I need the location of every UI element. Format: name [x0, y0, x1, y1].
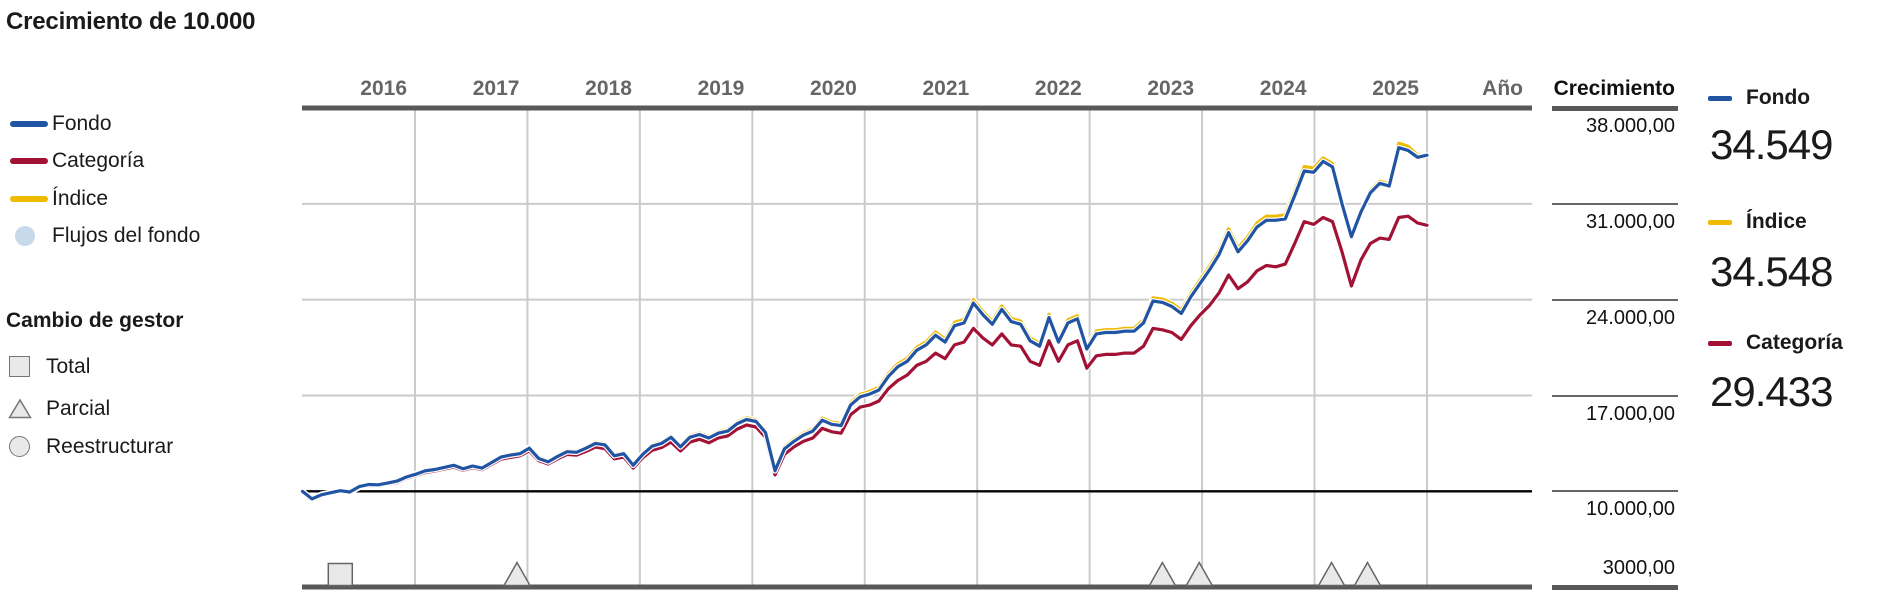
legend-item-flujos-del-fondo[interactable]: Flujos del fondo — [8, 218, 200, 255]
manager-swatch-column — [8, 356, 46, 377]
year-label-2021: 2021 — [922, 77, 970, 100]
legend-swatch-column — [8, 120, 52, 127]
y-axis-tick-label: 10.000,00 — [1586, 498, 1675, 521]
y-axis-title: Crecimiento — [1553, 77, 1675, 100]
categoría-line-swatch-icon — [10, 158, 48, 164]
índice-line-swatch-icon — [10, 195, 48, 202]
manager-change-parcial-marker — [1184, 560, 1214, 587]
summary-item-label: Fondo — [1746, 86, 1811, 109]
year-label-2016: 2016 — [360, 77, 407, 100]
fund-flows-circle-icon — [15, 226, 35, 246]
y-axis-tick-label: 31.000,00 — [1586, 210, 1675, 233]
legend-item-label: Fondo — [52, 111, 112, 135]
fondo-summary-swatch-icon — [1708, 95, 1732, 101]
y-axis-tick-line — [1552, 202, 1678, 205]
manager-change-item-label: Total — [46, 354, 91, 378]
manager-change-parcial-marker — [1317, 560, 1346, 587]
manager-swatch-column — [8, 398, 46, 419]
summary-item--ndice: Índice — [1708, 210, 1807, 233]
índice-summary-swatch-icon — [1708, 219, 1732, 225]
manager-change-heading: Cambio de gestor — [6, 309, 184, 332]
manager-change-parcial-marker — [502, 560, 532, 587]
y-axis-tick-line — [1552, 298, 1678, 301]
legend-item-label: Índice — [52, 186, 109, 210]
y-axis-tick-label: 3000,00 — [1602, 557, 1675, 580]
y-axis-tick-label: 17.000,00 — [1586, 402, 1675, 425]
total-square-icon — [9, 356, 30, 377]
year-label-2020: 2020 — [810, 77, 857, 100]
reestructurar-circle-icon — [9, 436, 30, 457]
legend-item-label: Categoría — [52, 149, 145, 172]
y-axis-tick-label: 24.000,00 — [1586, 306, 1675, 329]
y-axis-tick-label: 38.000,00 — [1586, 115, 1675, 137]
legend-item-label: Flujos del fondo — [52, 224, 201, 247]
manager-swatch-column — [8, 436, 46, 457]
manager-change-item-total: Total — [8, 348, 90, 385]
manager-change-item-parcial: Parcial — [8, 390, 110, 427]
page-title: Crecimiento de 10.000 — [6, 8, 256, 35]
manager-change-item-label: Reestructurar — [46, 434, 174, 458]
summary-item-value: 34.548 — [1710, 248, 1833, 295]
year-label-2022: 2022 — [1034, 77, 1082, 100]
manager-change-parcial-marker — [1353, 560, 1382, 587]
legend-swatch-column — [8, 195, 52, 202]
y-axis-tick-line — [1552, 584, 1678, 590]
series-line-fondo — [300, 146, 1429, 501]
year-label-2025: 2025 — [1372, 77, 1419, 100]
year-label-2017: 2017 — [472, 77, 520, 100]
summary-item-label: Índice — [1746, 210, 1807, 233]
year-label-2024: 2024 — [1259, 77, 1307, 100]
year-label-2018: 2018 — [585, 77, 632, 100]
legend-swatch-column — [8, 226, 52, 246]
legend-item--ndice[interactable]: Índice — [8, 180, 108, 217]
year-label-2019: 2019 — [697, 77, 745, 100]
year-label-2023: 2023 — [1147, 77, 1195, 100]
manager-change-item-reestructurar: Reestructurar — [8, 428, 173, 465]
x-axis-title: Año — [1482, 77, 1523, 100]
legend-swatch-column — [8, 158, 52, 164]
legend-item-categor-a[interactable]: Categoría — [8, 143, 144, 180]
manager-change-item-label: Parcial — [46, 396, 111, 420]
summary-item-label: Categoría — [1746, 331, 1843, 354]
legend-item-fondo[interactable]: Fondo — [8, 105, 112, 142]
summary-item-value: 34.549 — [1710, 121, 1833, 168]
summary-item-fondo: Fondo — [1708, 86, 1811, 109]
summary-item-categor-a: Categoría — [1708, 331, 1843, 354]
summary-item-value: 29.433 — [1710, 368, 1833, 415]
y-axis-tick-line — [1552, 394, 1678, 397]
manager-change-parcial-marker — [1148, 560, 1177, 587]
parcial-triangle-icon — [8, 398, 32, 419]
manager-change-total-marker — [327, 562, 354, 587]
y-axis-tick-line — [1552, 490, 1678, 493]
categoría-summary-swatch-icon — [1708, 340, 1732, 346]
fondo-line-swatch-icon — [10, 120, 48, 127]
y-axis-tick-line — [1552, 105, 1678, 111]
